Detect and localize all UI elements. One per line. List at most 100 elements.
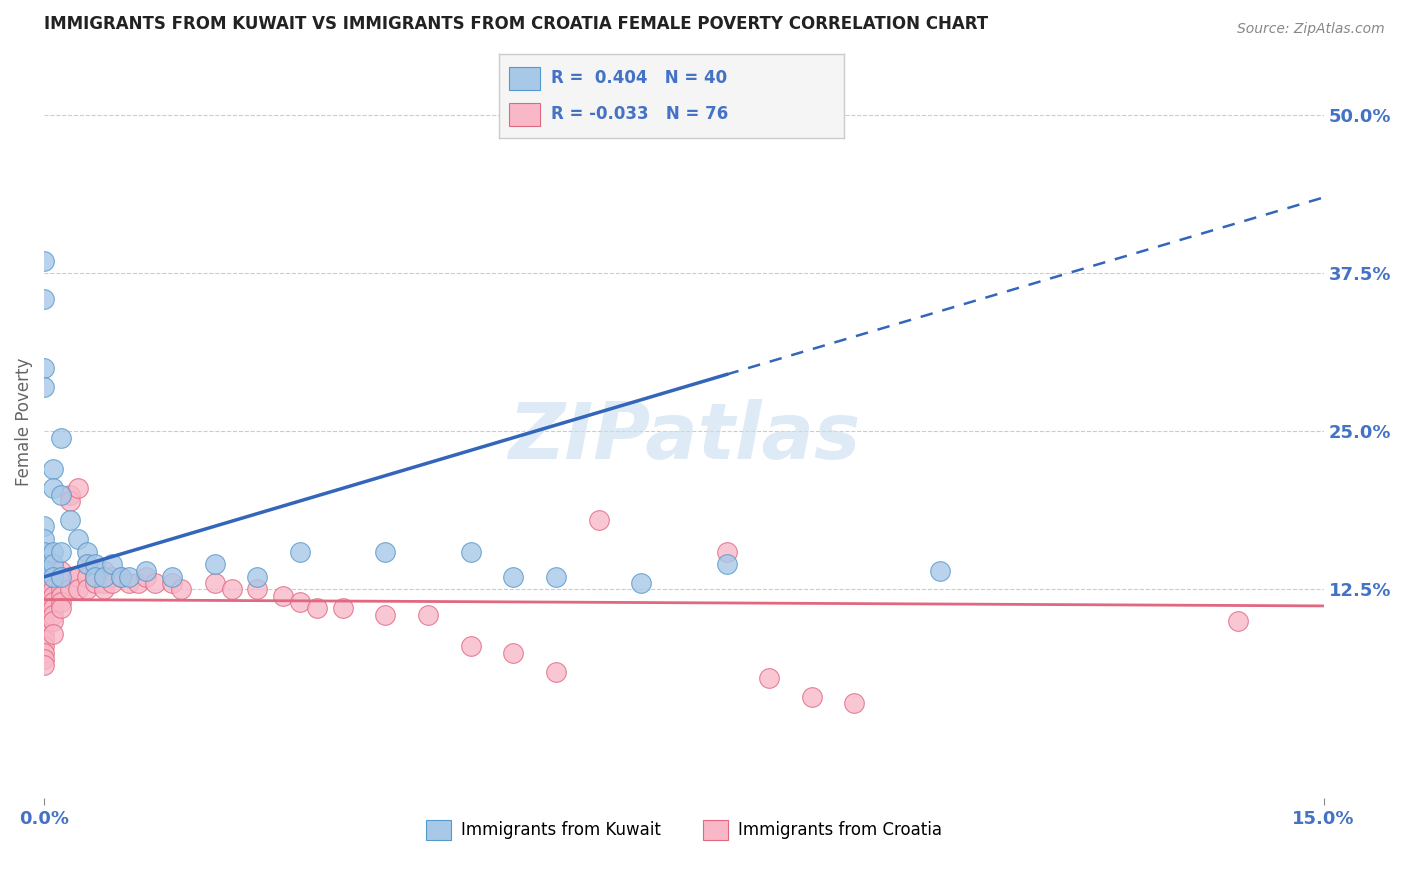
Point — [160, 576, 183, 591]
Point — [51, 570, 73, 584]
Point — [844, 696, 866, 710]
Point — [588, 513, 610, 527]
Point — [41, 582, 63, 597]
Point — [502, 570, 524, 584]
Point — [59, 582, 82, 597]
Point — [307, 601, 329, 615]
Point — [84, 576, 107, 591]
Point — [32, 361, 55, 376]
Point — [41, 614, 63, 628]
Point — [800, 690, 823, 704]
Point — [32, 519, 55, 533]
Point — [160, 570, 183, 584]
Point — [204, 557, 226, 571]
Point — [93, 564, 115, 578]
Point — [41, 601, 63, 615]
Point — [84, 570, 107, 584]
Point — [51, 544, 73, 558]
Point — [246, 570, 269, 584]
Point — [59, 570, 82, 584]
Point — [76, 557, 98, 571]
Point — [32, 576, 55, 591]
Point — [544, 665, 567, 679]
Point — [41, 607, 63, 622]
Point — [59, 513, 82, 527]
Point — [32, 380, 55, 394]
Point — [544, 570, 567, 584]
Point — [32, 652, 55, 666]
Point — [32, 595, 55, 609]
Text: IMMIGRANTS FROM KUWAIT VS IMMIGRANTS FROM CROATIA FEMALE POVERTY CORRELATION CHA: IMMIGRANTS FROM KUWAIT VS IMMIGRANTS FRO… — [44, 15, 988, 33]
Point — [118, 570, 141, 584]
Point — [67, 582, 90, 597]
Point — [32, 253, 55, 268]
Text: Source: ZipAtlas.com: Source: ZipAtlas.com — [1237, 22, 1385, 37]
Point — [143, 576, 166, 591]
Point — [101, 570, 124, 584]
Point — [41, 481, 63, 495]
Point — [32, 607, 55, 622]
Point — [118, 576, 141, 591]
Point — [32, 564, 55, 578]
Point — [374, 607, 396, 622]
Point — [93, 576, 115, 591]
Point — [32, 620, 55, 634]
Point — [76, 570, 98, 584]
Point — [101, 557, 124, 571]
Point — [630, 576, 652, 591]
Point — [288, 544, 311, 558]
Point — [59, 494, 82, 508]
Point — [716, 544, 738, 558]
Point — [51, 488, 73, 502]
Point — [460, 640, 482, 654]
Point — [76, 557, 98, 571]
Point — [332, 601, 354, 615]
Point — [758, 671, 780, 685]
Bar — [509, 103, 540, 126]
Point — [374, 544, 396, 558]
Legend: Immigrants from Kuwait, Immigrants from Croatia: Immigrants from Kuwait, Immigrants from … — [419, 814, 948, 847]
Point — [51, 595, 73, 609]
Point — [76, 544, 98, 558]
Text: ZIPatlas: ZIPatlas — [508, 399, 860, 475]
Text: R = -0.033   N = 76: R = -0.033 N = 76 — [551, 104, 728, 123]
Point — [51, 564, 73, 578]
Point — [41, 595, 63, 609]
Point — [32, 532, 55, 546]
Point — [84, 570, 107, 584]
Point — [41, 564, 63, 578]
Point — [51, 576, 73, 591]
Point — [101, 576, 124, 591]
Point — [110, 570, 132, 584]
Point — [67, 570, 90, 584]
Point — [32, 589, 55, 603]
Point — [288, 595, 311, 609]
Point — [32, 582, 55, 597]
Point — [84, 557, 107, 571]
Bar — [509, 67, 540, 90]
Point — [32, 614, 55, 628]
Point — [32, 544, 55, 558]
Point — [502, 646, 524, 660]
Point — [135, 570, 157, 584]
Point — [32, 646, 55, 660]
Point — [32, 626, 55, 640]
Text: R =  0.404   N = 40: R = 0.404 N = 40 — [551, 69, 727, 87]
Point — [41, 570, 63, 584]
Point — [41, 589, 63, 603]
Point — [1227, 614, 1250, 628]
Point — [135, 564, 157, 578]
Point — [32, 601, 55, 615]
Point — [84, 564, 107, 578]
Point — [41, 462, 63, 476]
Point — [76, 582, 98, 597]
Point — [41, 557, 63, 571]
Point — [67, 532, 90, 546]
Point — [169, 582, 191, 597]
Point — [716, 557, 738, 571]
Point — [928, 564, 950, 578]
Point — [41, 576, 63, 591]
Point — [32, 640, 55, 654]
Point — [51, 570, 73, 584]
Point — [204, 576, 226, 591]
